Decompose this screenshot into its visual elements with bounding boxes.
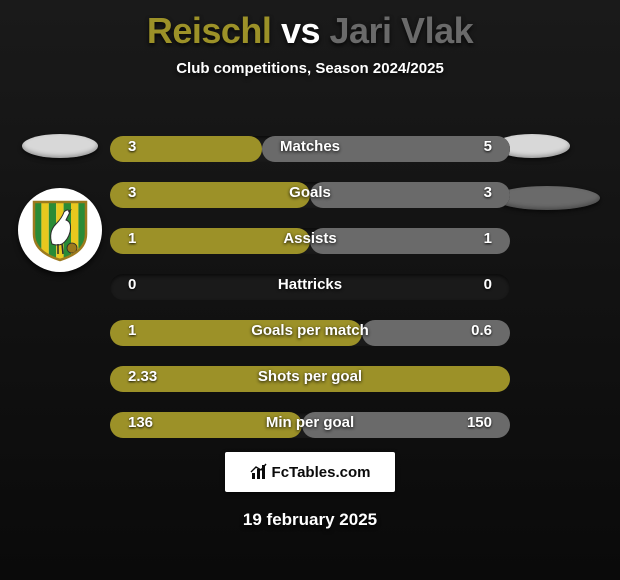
stat-value-left: 0 (128, 276, 136, 293)
left-team-ellipse (22, 134, 98, 158)
stat-value-left: 3 (128, 138, 136, 155)
stat-value-left: 136 (128, 414, 153, 431)
stat-label: Shots per goal (258, 368, 362, 385)
branding-text: FcTables.com (272, 464, 371, 481)
stat-row: 1 0.6 Goals per match (110, 312, 510, 346)
stat-value-right: 150 (467, 414, 492, 431)
stat-value-left: 1 (128, 230, 136, 247)
bar-left (110, 182, 310, 208)
player-left-name: Reischl (147, 10, 272, 51)
stats-comparison-chart: 3 5 Matches 3 3 Goals 1 1 Assists 0 0 Hattricks 1 0.6… (110, 128, 510, 450)
bar-right (310, 228, 510, 254)
stat-row: 3 5 Matches (110, 128, 510, 162)
stat-label: Hattricks (278, 276, 342, 293)
stat-value-left: 3 (128, 184, 136, 201)
stat-value-right: 5 (484, 138, 492, 155)
stat-value-right: 1 (484, 230, 492, 247)
stat-label: Matches (280, 138, 340, 155)
stat-value-right: 0 (484, 276, 492, 293)
chart-icon (250, 463, 268, 481)
stat-label: Goals per match (251, 322, 369, 339)
comparison-title: Reischl vs Jari Vlak (0, 10, 620, 52)
stat-value-left: 1 (128, 322, 136, 339)
bar-left (110, 228, 310, 254)
bar-right (310, 182, 510, 208)
stat-label: Min per goal (266, 414, 354, 431)
player-right-name: Jari Vlak (330, 10, 474, 51)
stat-label: Goals (289, 184, 331, 201)
stat-row: 0 0 Hattricks (110, 266, 510, 300)
stat-row: 136 150 Min per goal (110, 404, 510, 438)
crest-graphic (28, 198, 92, 262)
vs-text: vs (281, 10, 320, 51)
stat-row: 2.33 Shots per goal (110, 358, 510, 392)
stat-row: 3 3 Goals (110, 174, 510, 208)
stat-value-right: 0.6 (471, 322, 492, 339)
stat-label: Assists (283, 230, 336, 247)
club-crest-left (18, 188, 102, 272)
comparison-date: 19 february 2025 (243, 510, 377, 530)
stat-value-left: 2.33 (128, 368, 157, 385)
fctables-branding: FcTables.com (225, 452, 395, 492)
stat-row: 1 1 Assists (110, 220, 510, 254)
stat-value-right: 3 (484, 184, 492, 201)
season-subtitle: Club competitions, Season 2024/2025 (0, 60, 620, 77)
